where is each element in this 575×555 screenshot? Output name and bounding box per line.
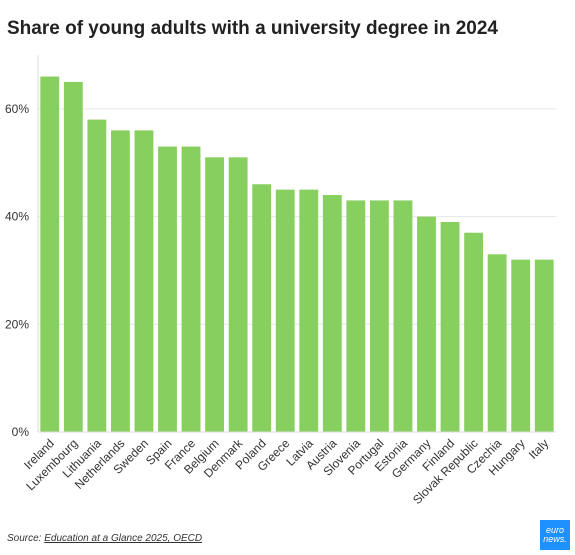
bar-hungary xyxy=(511,259,531,432)
y-tick-label: 0% xyxy=(12,425,30,439)
logo-text-top: euro xyxy=(545,525,564,535)
bar-france xyxy=(181,146,201,433)
bar-ireland xyxy=(40,76,60,433)
chart-title: Share of young adults with a university … xyxy=(7,18,498,39)
source-prefix: Source: xyxy=(7,533,45,544)
bar-belgium xyxy=(205,157,225,433)
bar-portugal xyxy=(369,200,389,432)
euronews-logo: euro news. xyxy=(540,520,570,550)
bar-greece xyxy=(275,189,295,432)
logo-text-bottom: news. xyxy=(543,534,567,544)
bar-austria xyxy=(322,195,342,432)
x-tick-label: Italy xyxy=(526,436,551,461)
bar-slovenia xyxy=(346,200,366,432)
bar-spain xyxy=(158,146,177,433)
y-tick-label: 60% xyxy=(5,102,29,116)
bar-sweden xyxy=(134,130,154,432)
bar-estonia xyxy=(393,200,413,432)
bar-denmark xyxy=(228,157,248,433)
bar-latvia xyxy=(299,189,319,432)
bar-luxembourg xyxy=(63,81,83,432)
source-link[interactable]: Education at a Glance 2025, OECD xyxy=(44,533,203,544)
bar-slovak-republic xyxy=(464,232,484,432)
bar-lithuania xyxy=(87,119,107,432)
bar-czechia xyxy=(487,254,507,432)
bar-germany xyxy=(417,216,436,432)
bar-finland xyxy=(440,221,460,432)
bar-italy xyxy=(534,259,554,432)
y-tick-label: 20% xyxy=(5,317,29,331)
bar-netherlands xyxy=(110,130,130,432)
source-note: Source: Education at a Glance 2025, OECD xyxy=(7,533,202,544)
bar-poland xyxy=(252,184,272,432)
y-tick-label: 40% xyxy=(5,210,29,224)
